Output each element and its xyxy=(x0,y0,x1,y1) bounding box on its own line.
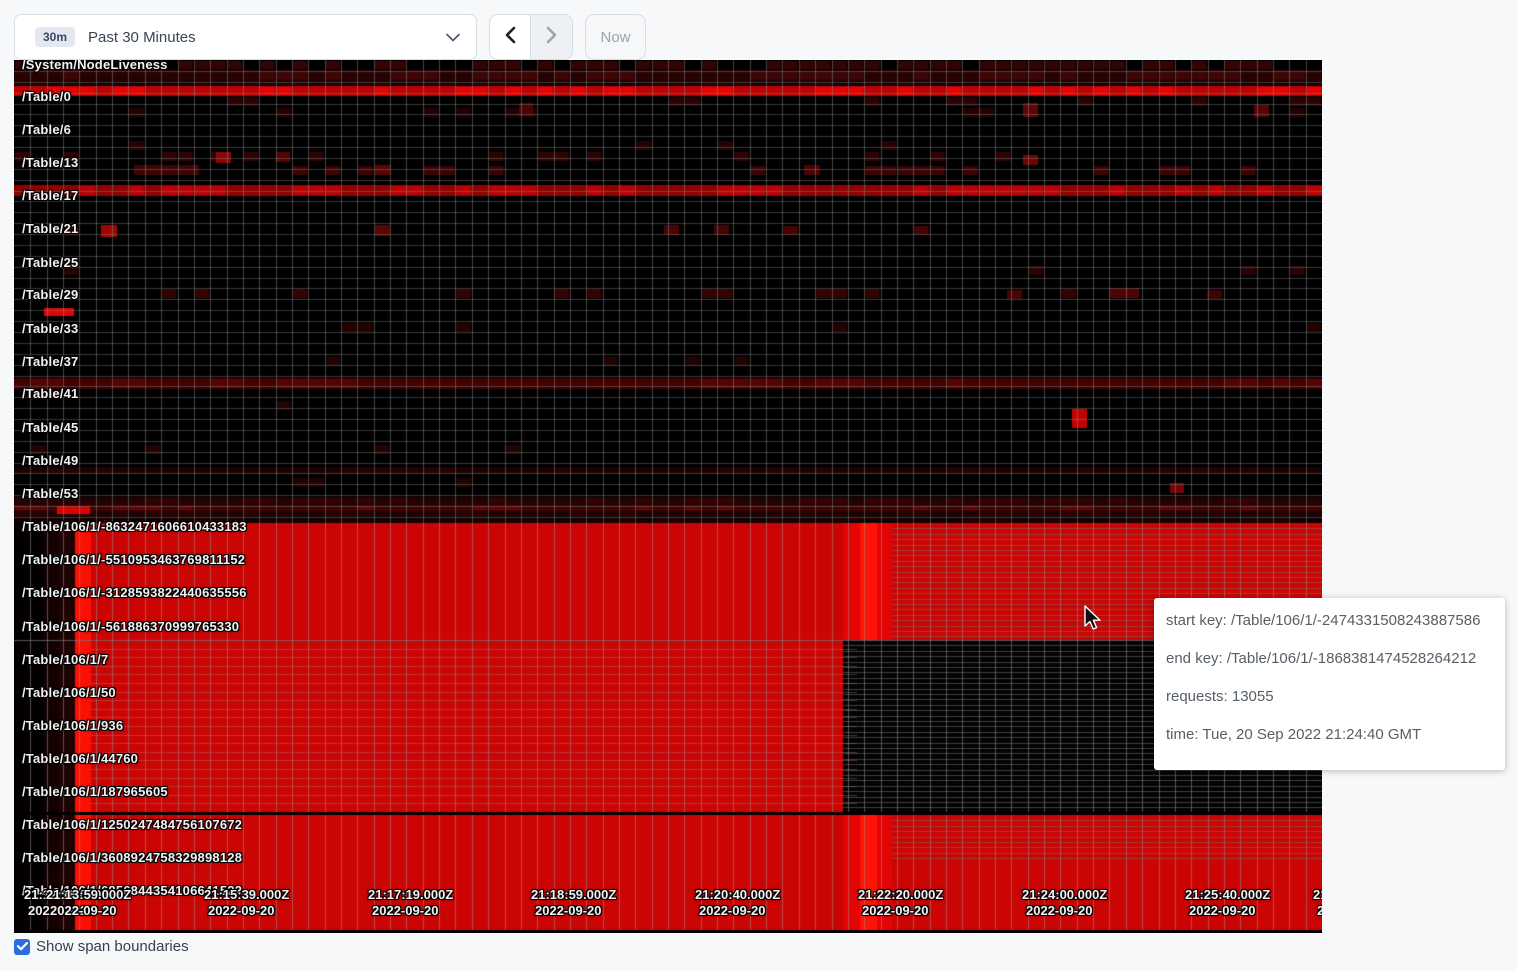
chevron-right-icon xyxy=(545,26,559,49)
heatmap-tooltip: start key: /Table/106/1/-247433150824388… xyxy=(1154,598,1505,770)
tooltip-time: time: Tue, 20 Sep 2022 21:24:40 GMT xyxy=(1166,726,1422,743)
timeframe-badge: 30m xyxy=(35,27,76,47)
show-span-boundaries-label: Show span boundaries xyxy=(36,938,189,955)
tooltip-end-key: end key: /Table/106/1/-18683814745282642… xyxy=(1166,650,1477,667)
key-visualizer: /System/NodeLiveness/Table/0/Table/6/Tab… xyxy=(14,60,1322,933)
toolbar: 30m Past 30 Minutes Now xyxy=(0,0,1517,60)
prev-button[interactable] xyxy=(490,15,531,59)
chevron-down-icon xyxy=(446,33,460,42)
tooltip-start-key: start key: /Table/106/1/-247433150824388… xyxy=(1166,612,1481,629)
now-button[interactable]: Now xyxy=(585,14,646,60)
chevron-left-icon xyxy=(503,26,517,49)
tooltip-requests: requests: 13055 xyxy=(1166,688,1274,705)
footer: Show span boundaries xyxy=(14,938,189,955)
next-button[interactable] xyxy=(531,15,572,59)
time-nav-group xyxy=(489,14,573,60)
show-span-boundaries-checkbox[interactable] xyxy=(14,938,30,955)
timeframe-dropdown[interactable]: 30m Past 30 Minutes xyxy=(14,14,477,60)
keyvis-heatmap-canvas[interactable] xyxy=(14,60,1322,933)
timeframe-label: Past 30 Minutes xyxy=(88,28,196,46)
